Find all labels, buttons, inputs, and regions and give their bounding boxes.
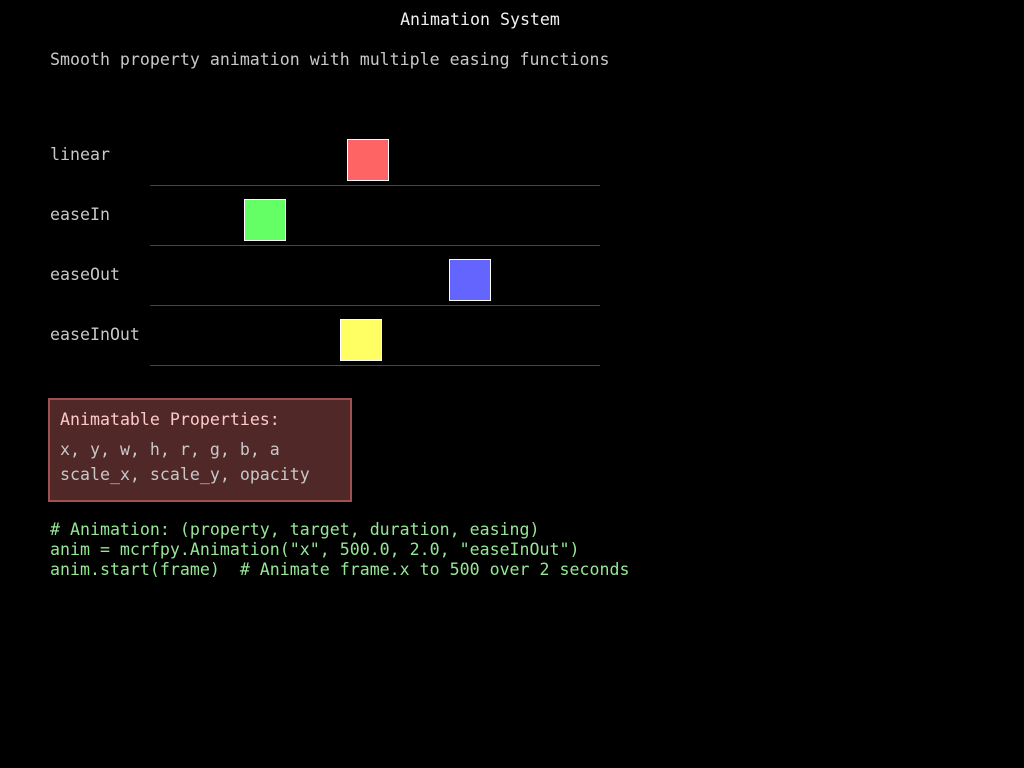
properties-line-2: scale_x, scale_y, opacity [60,465,310,484]
code-line-2: anim = mcrfpy.Animation("x", 500.0, 2.0,… [50,540,580,559]
properties-line-1: x, y, w, h, r, g, b, a [60,440,280,459]
page-title: Animation System [400,10,560,29]
subtitle: Smooth property animation with multiple … [50,50,610,69]
easing-label-easeout: easeOut [50,265,120,284]
code-line-1: # Animation: (property, target, duration… [50,520,540,539]
code-line-3: anim.start(frame) # Animate frame.x to 5… [50,560,630,579]
easeout-square [449,259,491,301]
easeinout-square [340,319,382,361]
easing-label-linear: linear [50,145,110,164]
easein-square [244,199,286,241]
linear-track [150,185,600,186]
easeout-track [150,305,600,306]
properties-heading: Animatable Properties: [60,410,280,429]
easein-track [150,245,600,246]
linear-square [347,139,389,181]
easing-label-easein: easeIn [50,205,110,224]
properties-panel: Animatable Properties: x, y, w, h, r, g,… [48,398,352,502]
easing-label-easeinout: easeInOut [50,325,140,344]
easeinout-track [150,365,600,366]
